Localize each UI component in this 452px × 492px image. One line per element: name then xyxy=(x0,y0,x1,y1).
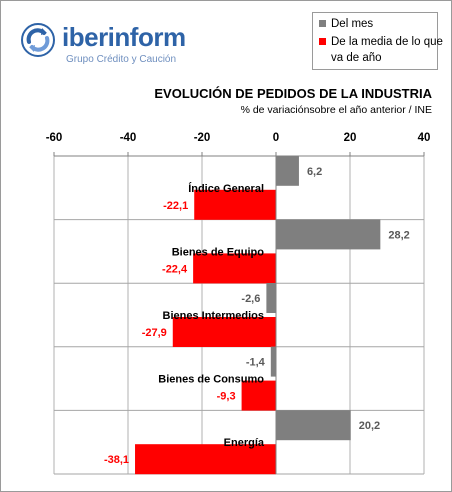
category-label-2: Bienes Intermedios xyxy=(163,310,264,322)
legend: Del mes De la media de lo que va de año xyxy=(312,12,443,70)
logo-subtitle: Grupo Crédito y Caución xyxy=(66,54,177,65)
legend-swatch-del-mes xyxy=(319,20,326,27)
bar-0-0 xyxy=(276,155,299,186)
value-label-1-4: -38,1 xyxy=(104,454,129,466)
category-label-0: Índice General xyxy=(188,182,264,195)
chart-subtitle: % de variaciónsobre el año anterior / IN… xyxy=(240,104,432,116)
bar-1-4 xyxy=(135,444,276,475)
category-label-3: Bienes de Consumo xyxy=(158,374,264,386)
legend-swatch-media xyxy=(319,38,326,45)
bar-1-3 xyxy=(241,380,276,411)
x-tick-label-4: 20 xyxy=(344,132,357,144)
bar-1-0 xyxy=(194,189,276,220)
value-label-0-0: 6,2 xyxy=(307,166,322,178)
category-label-4: Energía xyxy=(224,437,265,449)
x-tick-label-3: 0 xyxy=(273,132,279,144)
bar-0-1 xyxy=(276,219,381,250)
x-tick-label-1: -40 xyxy=(120,132,137,144)
value-label-1-3: -9,3 xyxy=(217,391,236,403)
legend-label-media: De la media de lo que va de año xyxy=(331,36,443,64)
bar-0-4 xyxy=(276,410,351,441)
chart-title: EVOLUCIÓN DE PEDIDOS DE LA INDUSTRIA xyxy=(154,86,432,101)
value-label-0-3: -1,4 xyxy=(246,357,266,369)
x-tick-label-5: 40 xyxy=(418,132,431,144)
value-label-0-4: 20,2 xyxy=(359,420,380,432)
category-label-1: Bienes de Equipo xyxy=(172,246,265,258)
bar-1-2 xyxy=(172,317,276,347)
x-tick-label-2: -20 xyxy=(194,132,211,144)
bar-0-2 xyxy=(266,283,276,313)
logo-name: iberinform xyxy=(62,22,186,52)
value-label-0-1: 28,2 xyxy=(388,229,409,241)
value-label-1-0: -22,1 xyxy=(163,200,188,212)
value-label-1-1: -22,4 xyxy=(162,263,188,275)
value-label-0-2: -2,6 xyxy=(241,293,260,305)
legend-label-del-mes: Del mes xyxy=(331,18,374,30)
logo-icon xyxy=(21,23,55,57)
bar-0-3 xyxy=(270,346,276,377)
iberinform-logo: iberinform Grupo Crédito y Caución xyxy=(20,22,200,72)
bar-1-1 xyxy=(193,253,276,284)
value-label-1-2: -27,9 xyxy=(142,327,167,339)
x-tick-label-0: -60 xyxy=(46,132,63,144)
